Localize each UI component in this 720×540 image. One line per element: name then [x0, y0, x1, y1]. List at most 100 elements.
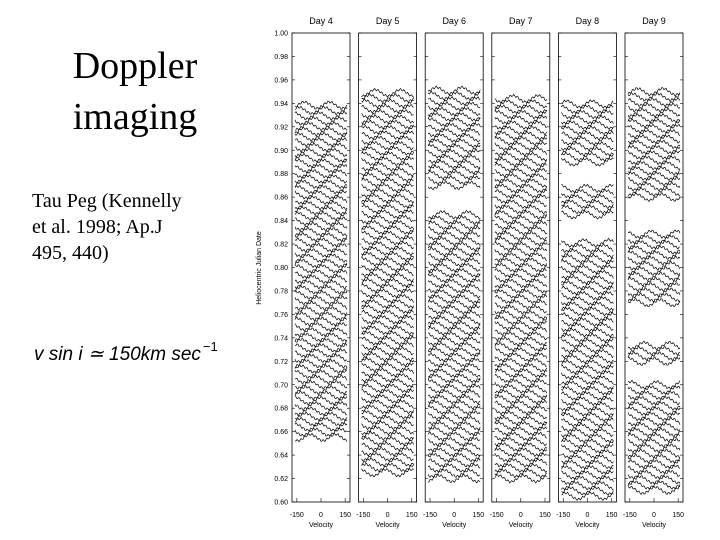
- line-profile: [561, 285, 614, 296]
- line-profile: [494, 263, 548, 273]
- line-profile: [427, 159, 481, 170]
- line-profile: [561, 391, 614, 401]
- line-profile: [627, 250, 681, 261]
- line-profile: [361, 267, 414, 278]
- line-profile: [561, 343, 614, 354]
- line-profile: [294, 210, 348, 221]
- line-profile: [561, 274, 614, 285]
- line-profile: [361, 383, 414, 394]
- line-profile: [427, 463, 481, 473]
- line-profile: [427, 251, 481, 262]
- line-profile: [428, 257, 481, 268]
- line-profile: [494, 188, 548, 199]
- line-profile: [294, 427, 348, 438]
- formula: v sin i ≃ 150km sec: [34, 344, 201, 365]
- line-profile: [561, 311, 614, 322]
- line-profile: [494, 247, 548, 257]
- line-profile: [361, 161, 414, 172]
- line-profile: [561, 417, 614, 428]
- panel-frame: [558, 32, 617, 503]
- line-profile: [494, 399, 548, 410]
- line-profile: [427, 378, 481, 389]
- line-profile: [361, 140, 414, 151]
- line-profile: [494, 310, 548, 320]
- line-profile: [294, 348, 348, 358]
- line-profile: [627, 432, 681, 443]
- line-profile: [427, 148, 481, 159]
- line-profile: [294, 232, 348, 242]
- observation-block: [427, 210, 481, 484]
- line-profile: [427, 389, 481, 399]
- line-profile: [361, 351, 414, 362]
- line-profile: [294, 295, 348, 306]
- title-line: imaging: [73, 96, 198, 138]
- line-profile: [627, 92, 681, 102]
- line-profile: [494, 230, 547, 241]
- line-profile: [494, 326, 548, 336]
- line-profile: [428, 331, 481, 342]
- line-profile: [294, 411, 348, 422]
- line-profile: [361, 283, 414, 294]
- line-profile: [627, 287, 681, 297]
- line-profile: [494, 268, 547, 278]
- citation-line: et al. 1998; Ap.J: [32, 216, 163, 238]
- line-profile: [427, 410, 481, 421]
- line-profile: [361, 362, 414, 373]
- line-profile: [561, 433, 614, 443]
- y-tick-label: 0.86: [274, 195, 288, 202]
- line-profile: [494, 447, 548, 457]
- line-profile: [627, 340, 681, 351]
- line-profile: [627, 351, 681, 361]
- line-profile: [561, 316, 614, 328]
- line-profile: [494, 141, 547, 152]
- line-profile: [561, 359, 614, 370]
- line-profile: [294, 221, 348, 232]
- line-profile: [361, 356, 414, 367]
- line-profile: [294, 253, 348, 263]
- line-profile: [294, 406, 348, 416]
- x-tick-label: 150: [606, 512, 618, 519]
- x-tick-label: -150: [623, 512, 637, 519]
- line-profile: [494, 331, 548, 341]
- line-profile: [627, 427, 681, 438]
- line-profile: [294, 374, 348, 385]
- line-profile: [361, 209, 414, 219]
- line-profile: [427, 299, 481, 310]
- line-profile: [294, 179, 348, 190]
- line-profile: [427, 230, 481, 241]
- line-profile: [427, 320, 481, 331]
- line-profile: [294, 121, 348, 132]
- line-profile: [361, 87, 414, 98]
- line-profile: [627, 411, 681, 422]
- line-profile: [561, 99, 614, 109]
- line-profile: [294, 322, 348, 332]
- line-profile: [427, 352, 481, 362]
- line-profile: [494, 125, 548, 136]
- line-profile: [494, 341, 547, 352]
- line-profile: [561, 322, 614, 333]
- line-profile: [627, 165, 681, 176]
- line-profile: [361, 304, 414, 314]
- line-profile: [294, 416, 348, 427]
- x-tick-label: -150: [423, 512, 437, 519]
- x-tick-label: -150: [490, 512, 504, 519]
- line-profile: [294, 369, 348, 379]
- line-profile: [427, 357, 481, 368]
- y-tick-label: 0.96: [274, 77, 288, 84]
- line-profile: [561, 136, 614, 146]
- x-tick-label: 150: [539, 512, 551, 519]
- citation-line: 495, 440): [32, 242, 109, 264]
- x-tick-label: 0: [452, 512, 456, 519]
- line-profile: [627, 128, 681, 139]
- line-profile: [561, 248, 614, 259]
- y-axis-label: Heliocentric Julian Date: [256, 231, 263, 305]
- line-profile: [561, 338, 614, 349]
- line-profile: [427, 106, 481, 117]
- line-profile: [427, 431, 481, 441]
- line-profile: [561, 269, 614, 280]
- line-profile: [561, 428, 614, 438]
- line-profile: [294, 432, 348, 443]
- line-profile: [627, 464, 681, 474]
- line-profile: [561, 364, 614, 375]
- line-profile: [294, 316, 348, 326]
